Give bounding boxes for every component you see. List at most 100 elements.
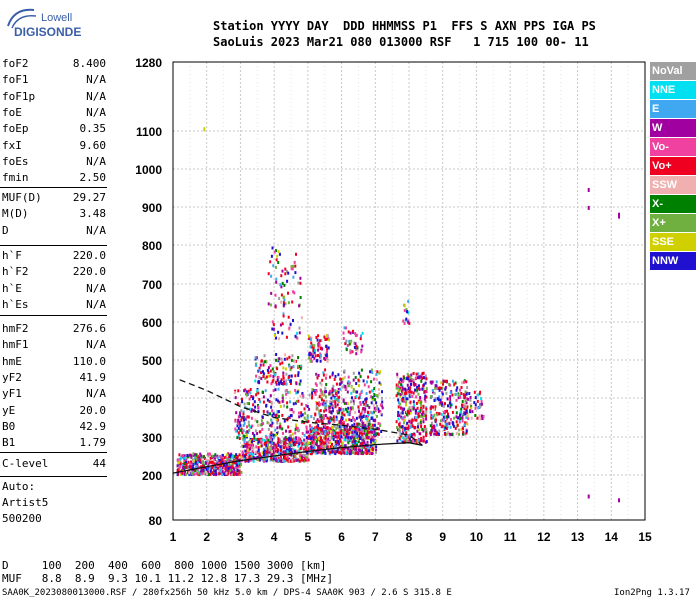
legend-item-x-: X- xyxy=(650,195,696,213)
param-label: h`F2 xyxy=(2,265,29,279)
echo-point xyxy=(251,443,254,447)
echo-point xyxy=(311,396,313,400)
echo-point xyxy=(417,438,420,442)
echo-point xyxy=(297,356,300,359)
legend-item-nnw: NNW xyxy=(650,252,696,270)
echo-point xyxy=(238,469,241,473)
echo-point xyxy=(255,393,258,397)
echo-point xyxy=(447,404,449,408)
echo-point xyxy=(429,424,432,428)
echo-point xyxy=(451,421,454,425)
echo-point xyxy=(269,303,272,307)
echo-point xyxy=(372,377,375,381)
echo-point xyxy=(268,448,271,452)
echo-point xyxy=(456,386,459,390)
echo-point xyxy=(377,432,380,436)
echo-point xyxy=(403,415,406,419)
echo-point xyxy=(266,438,269,442)
echo-point xyxy=(349,351,352,355)
echo-point xyxy=(280,378,283,382)
echo-point xyxy=(318,430,321,434)
echo-point xyxy=(266,380,269,384)
echo-point xyxy=(342,399,345,403)
echo-point xyxy=(371,411,374,415)
echo-point xyxy=(299,446,302,450)
logo-line1: Lowell xyxy=(41,12,73,24)
echo-point xyxy=(361,421,364,425)
echo-point xyxy=(244,454,247,458)
echo-point xyxy=(319,352,322,356)
echo-point xyxy=(252,446,255,450)
echo-point xyxy=(466,422,469,426)
echo-point xyxy=(398,413,401,417)
echo-point xyxy=(351,435,354,439)
echo-point xyxy=(279,459,282,463)
echo-point xyxy=(224,467,227,471)
echo-point xyxy=(461,414,464,418)
echo-point xyxy=(455,398,458,402)
echo-point xyxy=(322,399,325,403)
echo-point xyxy=(344,428,347,432)
echo-point xyxy=(422,376,425,380)
echo-point xyxy=(418,432,421,436)
echo-point xyxy=(336,393,338,397)
echo-point xyxy=(308,446,311,450)
echo-point xyxy=(221,473,224,476)
echo-point xyxy=(372,403,375,407)
echo-point xyxy=(283,446,285,450)
echo-point xyxy=(366,451,368,455)
echo-point xyxy=(469,409,472,413)
x-tick-label: 11 xyxy=(504,530,517,544)
echo-point xyxy=(365,445,368,449)
echo-point xyxy=(352,436,355,440)
echo-point xyxy=(270,446,273,450)
echo-point xyxy=(410,379,413,383)
echo-point xyxy=(295,423,297,427)
echo-point xyxy=(347,330,350,334)
echo-point xyxy=(251,440,253,444)
echo-point xyxy=(442,382,444,386)
echo-point xyxy=(279,405,282,408)
echo-point xyxy=(310,341,313,345)
echo-point xyxy=(255,374,258,378)
echo-point xyxy=(261,390,264,394)
echo-point xyxy=(282,304,285,308)
echo-point xyxy=(362,379,365,383)
echo-point xyxy=(210,460,212,464)
echo-point xyxy=(227,452,230,456)
echo-point xyxy=(400,377,402,381)
echo-point xyxy=(205,467,208,471)
echo-point xyxy=(225,453,228,457)
param-label: yE xyxy=(2,403,16,417)
echo-point xyxy=(211,465,214,469)
echo-point xyxy=(240,456,243,460)
echo-point xyxy=(371,450,374,454)
echo-point xyxy=(462,430,465,434)
param-label: hmF2 xyxy=(2,322,29,335)
echo-point xyxy=(359,337,362,341)
echo-point xyxy=(266,454,268,458)
echo-point xyxy=(275,277,278,281)
echo-point xyxy=(424,399,427,403)
echo-point xyxy=(479,417,482,421)
echo-point xyxy=(409,400,412,404)
echo-point xyxy=(425,417,428,421)
echo-point xyxy=(335,390,338,394)
echo-point xyxy=(345,401,348,405)
echo-point xyxy=(194,469,197,472)
echo-point xyxy=(257,455,260,459)
echo-point xyxy=(327,441,330,445)
echo-point xyxy=(405,431,408,435)
echo-point xyxy=(233,458,236,462)
echo-point xyxy=(216,454,219,458)
echo-point xyxy=(279,424,282,428)
legend-item-ssw: SSW xyxy=(650,176,696,194)
echo-point xyxy=(285,437,288,441)
echo-point xyxy=(314,412,317,416)
echo-point xyxy=(464,421,467,425)
echo-point xyxy=(375,450,377,454)
echo-point xyxy=(399,402,402,406)
echo-point xyxy=(283,456,286,460)
echo-point xyxy=(346,344,349,347)
echo-point xyxy=(277,443,280,447)
